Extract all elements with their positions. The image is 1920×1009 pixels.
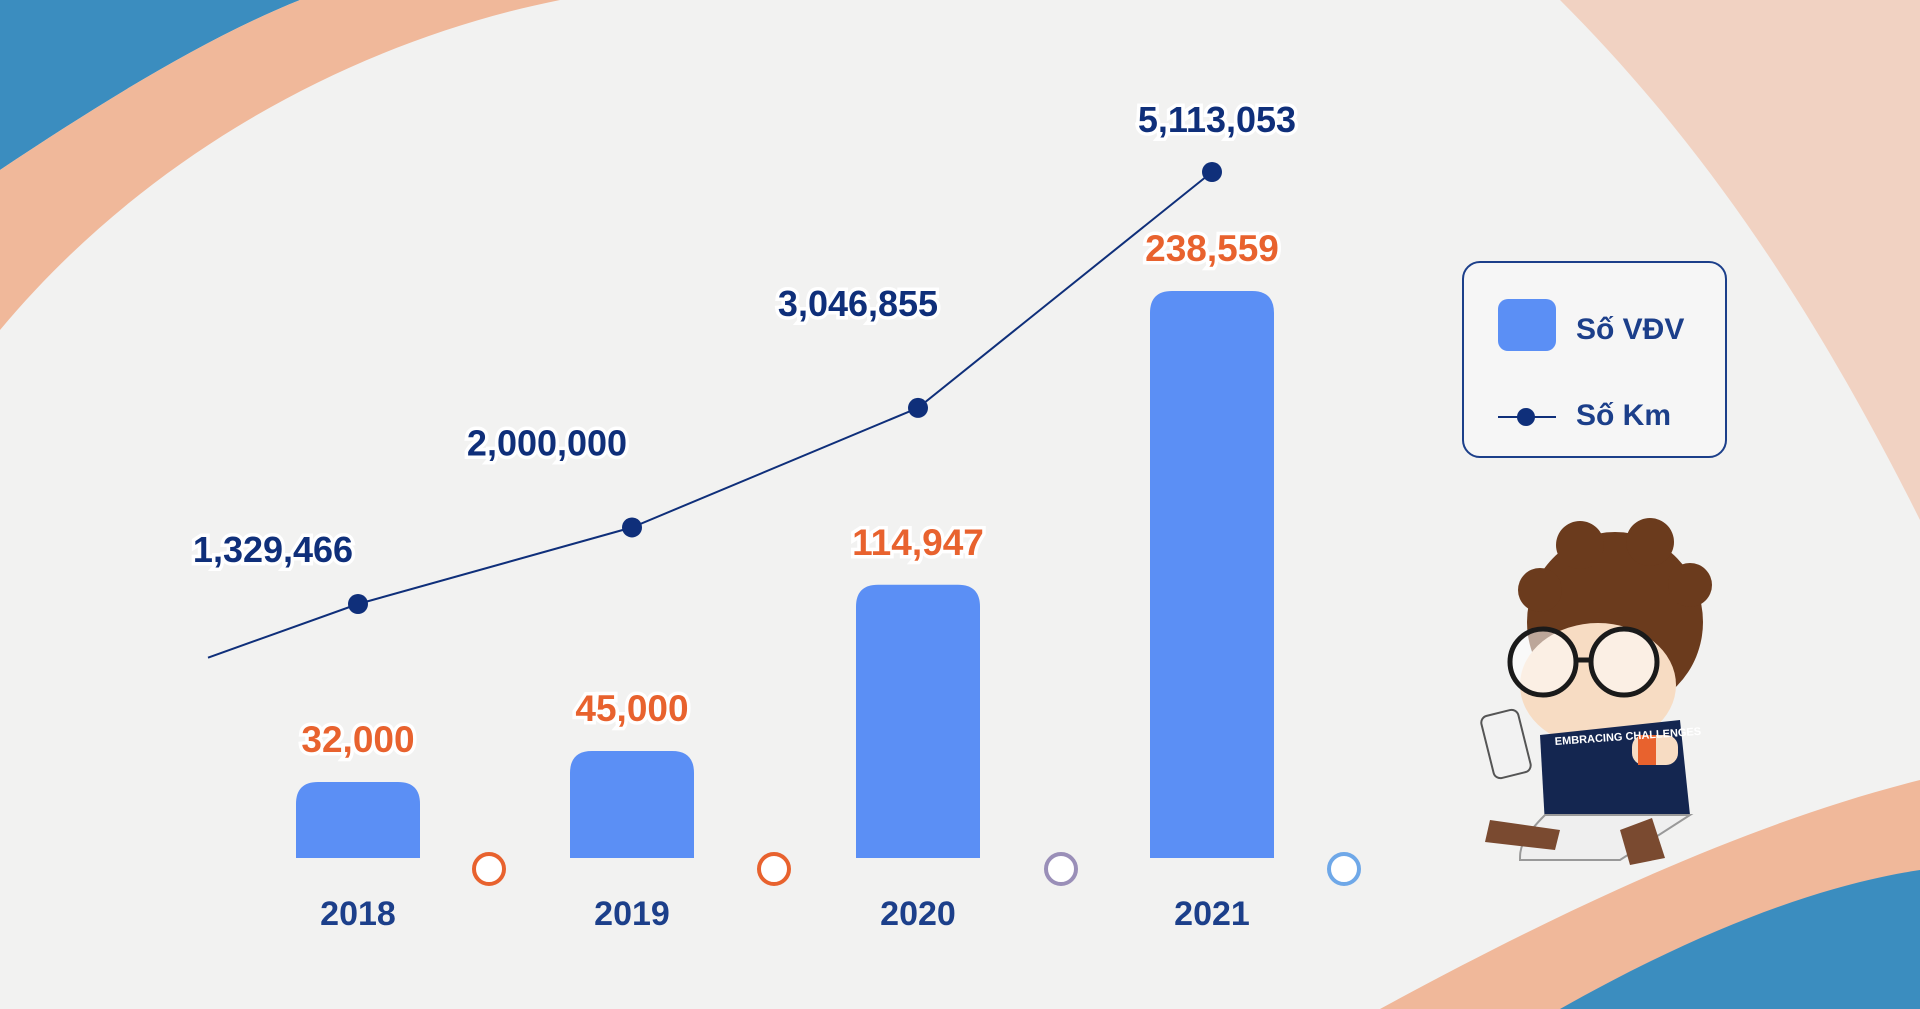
bar-2018 xyxy=(296,781,420,858)
bar-labels: 32,000 45,000 114,947 238,559 xyxy=(298,225,1282,764)
legend-label-bars: Số VĐV xyxy=(1576,313,1685,346)
line-value-label-2021: 5,113,053 xyxy=(1138,99,1296,140)
bar-2021 xyxy=(1150,291,1274,858)
timeline-marker xyxy=(1044,852,1078,886)
timeline-axis xyxy=(202,852,1361,886)
bar-2019 xyxy=(570,751,694,858)
x-axis-tick-labels: 2018 2019 2020 2021 xyxy=(320,895,1250,933)
line-value-label-2019: 2,000,000 xyxy=(467,422,627,463)
line-labels: 1,329,466 2,000,000 3,046,855 5,113,053 xyxy=(189,96,1299,574)
timeline-marker xyxy=(1327,852,1361,886)
line-value-label-2020: 3,046,855 xyxy=(778,283,938,324)
line-point-2020 xyxy=(908,397,928,418)
line-path xyxy=(207,171,1213,659)
bar-2020 xyxy=(856,584,980,858)
line-point-2021 xyxy=(1202,162,1222,182)
runner-mascot: EMBRACING CHALLENGES xyxy=(1480,518,1712,865)
legend-label-line: Số Km xyxy=(1576,399,1672,432)
timeline-marker xyxy=(472,852,506,886)
x-tick-label-2020: 2020 xyxy=(880,895,956,933)
x-tick-label-2019: 2019 xyxy=(594,895,670,933)
bar-value-label-2018: 32,000 xyxy=(301,719,414,760)
line-point-2019 xyxy=(622,517,642,538)
blue-square-icon xyxy=(1498,299,1556,351)
line-point-2018 xyxy=(348,594,368,614)
x-tick-label-2018: 2018 xyxy=(320,895,396,933)
timeline-marker xyxy=(757,852,791,886)
chart-legend: Số VĐV Số Km xyxy=(1462,261,1727,458)
bar-value-label-2021: 238,559 xyxy=(1145,228,1279,269)
bar-value-label-2020: 114,947 xyxy=(852,522,984,563)
bar-value-label-2019: 45,000 xyxy=(575,688,688,729)
x-tick-label-2021: 2021 xyxy=(1174,895,1250,933)
line-series xyxy=(207,162,1222,659)
line-dot-icon xyxy=(1517,408,1535,426)
bar-series xyxy=(296,291,1274,858)
line-value-label-2018: 1,329,466 xyxy=(193,529,353,570)
